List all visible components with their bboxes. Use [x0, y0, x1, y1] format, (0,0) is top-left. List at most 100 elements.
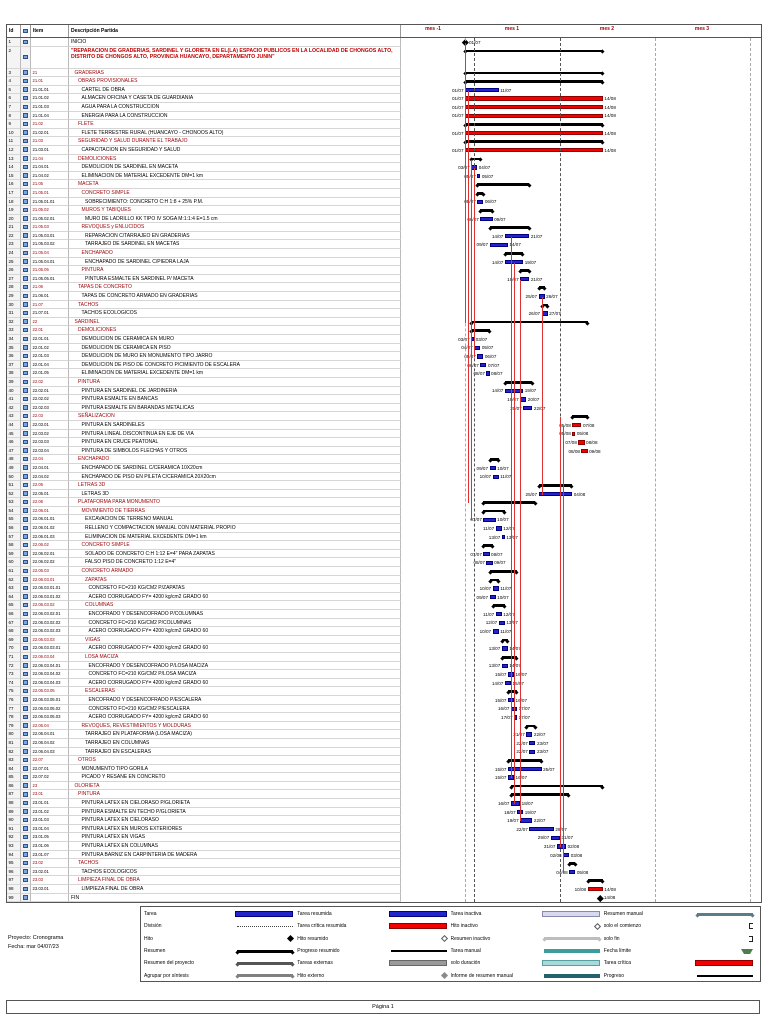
bar-start-label: 11/07 [482, 525, 495, 531]
gantt-row: 29 21.06.01 TAPAS DE CONCRETO ARMADO EN GR… [7, 292, 761, 301]
task-bar [492, 629, 499, 634]
task-mode-icon [23, 259, 28, 264]
task-description: TAPAS DE CONCRETO ARMADO EN GRADERIAS [69, 292, 401, 301]
task-mode-icon [23, 491, 28, 496]
task-mode-icon [23, 757, 28, 763]
item-code: 22.02.02 [31, 395, 69, 404]
gantt-cell: 19/07 20/07 [401, 395, 761, 404]
item-code: 21.01 [31, 77, 69, 86]
task-bar [569, 869, 576, 875]
gantt-cell [401, 876, 761, 885]
bar-start-label: 13/07 [488, 646, 501, 652]
indicator-cell [21, 704, 31, 714]
task-description: MUROS Y TABIQUES [69, 206, 401, 215]
indicator-cell [21, 687, 31, 696]
row-id: 51 [7, 481, 21, 490]
gantt-cell: 22/07 23/07 [401, 748, 761, 757]
legend-label: Tarea crítica [603, 960, 631, 967]
indicator-cell [21, 360, 31, 370]
item-code: 23 [31, 781, 69, 791]
task-description: TARRAJEO EN COLUMNAS [69, 738, 401, 748]
critical-task-bar [587, 887, 603, 892]
item-code: 22.06.03 [31, 567, 69, 576]
row-id: 81 [7, 738, 21, 748]
task-bar [471, 165, 478, 170]
indicator-cell [21, 214, 31, 224]
task-bar [495, 526, 502, 531]
task-bar [504, 388, 524, 394]
task-mode-icon [23, 156, 28, 161]
task-description: DEMOLICION DE CERAMICA EN PISO [69, 343, 401, 353]
summary-bar [471, 157, 481, 161]
legend-swatch-crit-icon [695, 960, 753, 967]
bar-finish-label: 07/07 [487, 362, 500, 368]
indicator-cell [21, 541, 31, 550]
task-description: ACERO CORRUGADO FY= 4200 kg/cm2 GRADO 60 [69, 678, 401, 688]
gantt-row: 94 23.01.07 PINTURA BARNIZ EN CARPINTERIA … [7, 850, 761, 860]
row-id: 35 [7, 343, 21, 353]
task-description: LOSA MACIZA [69, 652, 401, 662]
task-mode-icon [23, 327, 28, 333]
item-code: 22.06.04.01 [31, 730, 69, 739]
indicator-cell [21, 738, 31, 748]
gantt-cell: 26/07 27/07 [401, 309, 761, 318]
gantt-row: 86 23 OLORIETA [7, 781, 761, 791]
summary-bar [541, 303, 548, 307]
task-description: SEGURIDAD Y SALUD DURANTE EL TRABAJO [69, 137, 401, 146]
row-id: 57 [7, 532, 21, 542]
bar-finish-label: 04/08 [573, 491, 586, 497]
bar-start-label: 22/07 [516, 749, 528, 755]
indicator-cell [21, 627, 31, 636]
row-id: 23 [7, 240, 21, 250]
summary-bar [465, 140, 603, 143]
gantt-cell: 17/07 17/07 [401, 713, 761, 722]
indicator-cell [21, 610, 31, 619]
gantt-cell: 01/07 14/08 [401, 103, 761, 112]
task-description: LETRAS 3D [69, 489, 401, 499]
gantt-cell [401, 481, 761, 490]
row-id: 4 [7, 77, 21, 86]
gantt-cell: 25/07 26/07 [401, 292, 761, 301]
gantt-cell [401, 120, 761, 129]
summary-bar [510, 784, 603, 788]
task-mode-icon [23, 714, 28, 720]
indicator-cell [21, 730, 31, 739]
legend-swatch-crit-icon [388, 923, 447, 930]
critical-task-bar [465, 130, 603, 136]
legend-item: Agrupar por síntesis [144, 969, 297, 981]
task-description: TARRAJEO DE SARDINEL EN MACETAS [69, 240, 401, 250]
gantt-row: 92 23.01.05 PINTURA LATEX EN VIGAS 29/07 31/… [7, 833, 761, 843]
gantt-cell [401, 653, 761, 662]
row-id: 9 [7, 120, 21, 129]
item-code [31, 38, 69, 47]
indicator-cell [21, 386, 31, 396]
task-mode-icon [23, 422, 28, 427]
indicator-cell [21, 292, 31, 301]
task-description: MOVIMIENTO DE TIERRAS [69, 506, 401, 516]
legend-swatch-division-icon [237, 925, 294, 927]
gantt-row: 57 22.06.01.03 ELIMINACION DE MATERIAL EXC… [7, 532, 761, 542]
task-description: PINTURA DE SIMBOLOS FLECHAS Y OTROS [69, 446, 401, 456]
indicator-cell [21, 128, 31, 138]
gantt-cell [401, 636, 761, 645]
gantt-row: 26 21.05.05 PINTURA [7, 266, 761, 275]
item-code: 21.07 [31, 300, 69, 310]
gantt-cell: 14/07 15/07 [401, 679, 761, 688]
legend-item: Tarea crítica [604, 957, 757, 969]
gantt-cell: 07/07 08/07 [401, 550, 761, 559]
task-description: PINTURA ESMALTE EN BARANDAS METALICAS [69, 403, 401, 413]
legend-label: Tarea resumida [297, 911, 332, 918]
task-description: MURO DE LADRILLO KK TIPO IV SOGA M:1:1:4… [69, 214, 401, 224]
gantt-row: 36 22.01.03 DEMOLICION DE MURO EN MONUMENT… [7, 352, 761, 361]
indicator-column-header [21, 25, 31, 37]
item-code: 22.06.03.03.01 [31, 644, 69, 653]
gantt-cell [401, 412, 761, 421]
task-description: SOBRECIMIENTO: CONCRETO C:H 1:8 + 25% P.… [69, 197, 401, 207]
item-code: 22.04.01 [31, 463, 69, 473]
indicator-cell [21, 163, 31, 172]
gantt-row: 30 21.07 TACHOS [7, 300, 761, 310]
task-description: EXCAVACION DE TERRENO MANUAL [69, 515, 401, 525]
gantt-cell: 25/07 04/08 [401, 490, 761, 499]
task-bar [486, 371, 490, 376]
summary-bar [538, 286, 545, 290]
